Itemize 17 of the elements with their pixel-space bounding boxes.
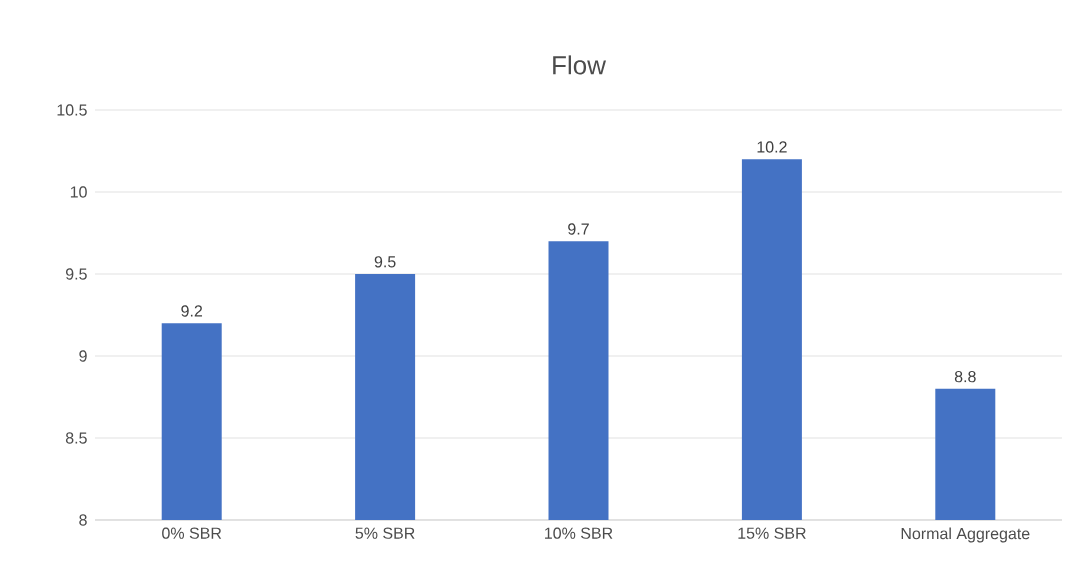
x-tick-label: 5% SBR <box>355 527 415 539</box>
y-tick-label: 10.5 <box>57 104 87 116</box>
data-label: 9.7 <box>568 223 589 235</box>
x-tick-label: Normal Aggregate <box>901 527 1030 543</box>
data-label: 9.5 <box>374 256 396 268</box>
x-tick-label: 15% SBR <box>738 527 806 539</box>
y-tick-label: 9 <box>79 350 87 362</box>
x-tick-label: 10% SBR <box>545 527 613 539</box>
y-tick-label: 8 <box>79 514 87 526</box>
y-tick-label: 10 <box>70 186 87 198</box>
data-label: 10.2 <box>757 141 787 153</box>
y-tick-label: 9.5 <box>65 268 87 280</box>
y-tick-label: 8.5 <box>65 432 87 444</box>
data-label: 9.2 <box>181 305 203 317</box>
x-tick-label: 0% SBR <box>162 527 222 539</box>
chart-title: Flow <box>553 55 606 75</box>
data-label: 8.8 <box>954 370 976 383</box>
